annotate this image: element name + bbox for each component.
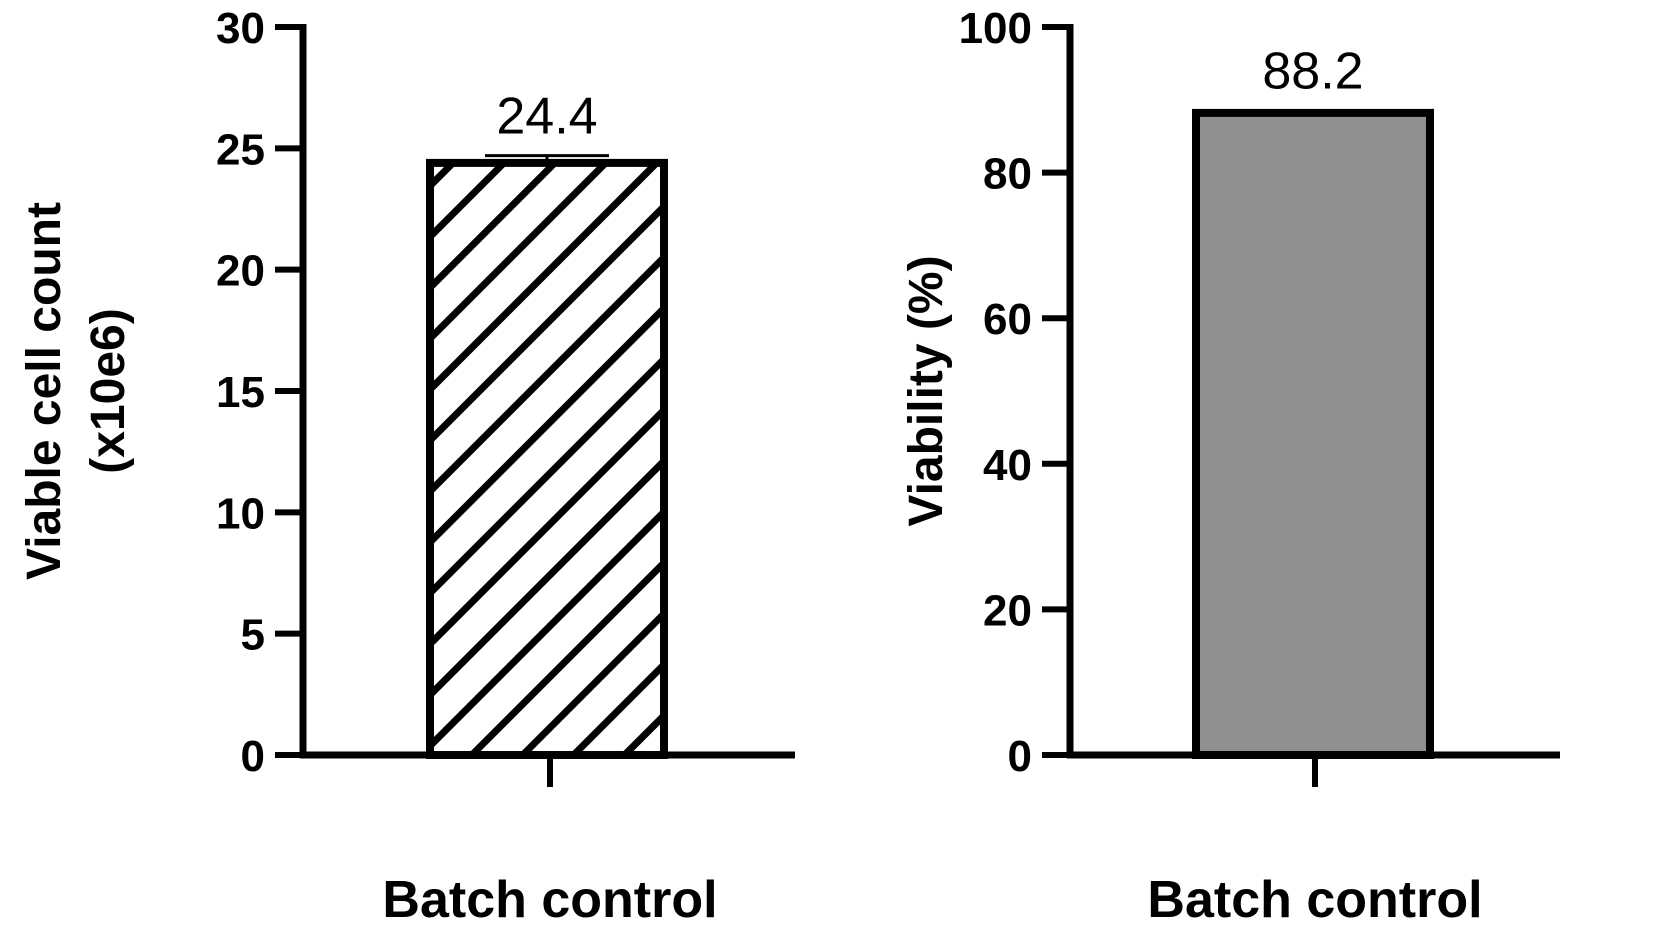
bar [426,158,668,760]
viability-panel: 0 20 40 60 80 100 88.2 Batch control Viability (… [900,4,1560,929]
y-axis-title: Viable cell count (x10e6) [18,202,135,580]
bar [1192,108,1434,760]
x-category-label: Batch control [382,871,717,929]
y-tick-label: 30 [216,4,265,53]
data-label: 88.2 [1262,43,1363,101]
cell-count-panel: 0 5 10 15 20 25 30 24.4 Batch control Viable cell… [18,4,795,929]
y-tick-label: 60 [983,295,1032,344]
y-axis-title-line: Viability (%) [900,255,953,526]
y-tick-label: 100 [959,4,1032,53]
y-axis-title-line: (x10e6) [82,308,135,473]
y-tick-label: 15 [216,368,265,417]
y-tick-label: 0 [1008,732,1032,781]
y-axis-title-line: Viable cell count [18,202,71,580]
y-tick-label: 20 [983,586,1032,635]
y-tick-label: 80 [983,150,1032,199]
x-category-label: Batch control [1147,871,1482,929]
y-axis-title: Viability (%) [900,255,953,526]
y-tick-label: 5 [241,611,265,660]
data-label: 24.4 [496,88,597,146]
y-tick-label: 10 [216,489,265,538]
y-tick-label: 25 [216,125,265,174]
y-tick-label: 0 [241,732,265,781]
y-tick-label: 40 [983,441,1032,490]
y-tick-label: 20 [216,247,265,296]
